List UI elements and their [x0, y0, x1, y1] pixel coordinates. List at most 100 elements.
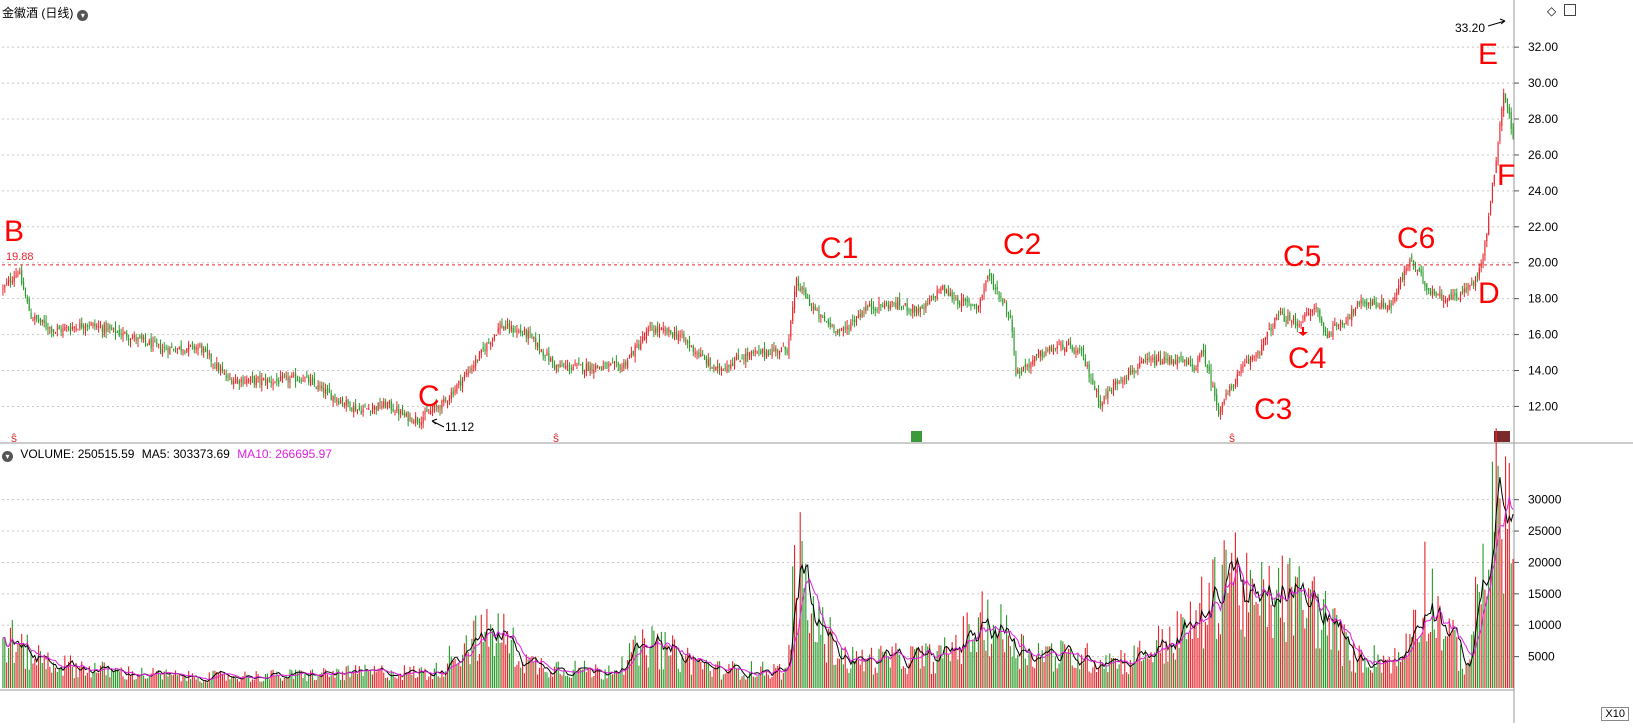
- volume-bar: [315, 680, 317, 688]
- candle-body: [1047, 349, 1049, 351]
- volume-bar: [737, 667, 739, 688]
- candle-body: [649, 326, 651, 328]
- candle-body: [171, 346, 173, 348]
- volume-bar: [555, 662, 557, 688]
- volume-bar: [570, 677, 572, 688]
- volume-bar: [62, 675, 64, 688]
- candle-body: [1354, 307, 1357, 313]
- volume-bar: [116, 669, 118, 688]
- candle-body: [895, 302, 897, 308]
- candle-body: [24, 291, 27, 296]
- candle-body: [1069, 341, 1071, 345]
- candle-body: [777, 350, 779, 353]
- candle-body: [1005, 303, 1008, 312]
- volume-bar: [531, 655, 533, 688]
- candle-body: [280, 376, 282, 382]
- candle-body: [146, 343, 148, 346]
- candle-body: [1064, 348, 1066, 352]
- volume-bar: [1287, 563, 1289, 688]
- volume-bar: [983, 640, 985, 688]
- volume-bar: [970, 651, 972, 688]
- volume-bar: [840, 647, 843, 688]
- candle-body: [287, 376, 289, 383]
- candle-body: [81, 323, 83, 328]
- volume-bar: [1139, 640, 1141, 688]
- volume-bar: [159, 673, 162, 688]
- event-icon: ŝ: [553, 431, 559, 445]
- candle-body: [482, 347, 484, 350]
- candle-body: [150, 338, 152, 349]
- candle-body: [84, 326, 87, 330]
- volume-bar: [66, 665, 68, 688]
- candle-body: [1116, 380, 1118, 385]
- volume-bar: [49, 666, 51, 688]
- volume-bar: [696, 660, 698, 688]
- volume-bar: [24, 668, 27, 688]
- volume-bar: [295, 669, 297, 688]
- volume-bar: [1411, 637, 1413, 688]
- candle-body: [1351, 308, 1353, 321]
- candle-body: [1341, 321, 1343, 325]
- volume-bar: [810, 613, 813, 688]
- candle-body: [495, 334, 497, 336]
- volume-bar: [690, 674, 692, 688]
- candle-body: [1508, 106, 1510, 114]
- candle-body: [1247, 359, 1250, 364]
- volume-bar: [752, 676, 754, 688]
- candle-body: [799, 288, 801, 291]
- candle-body: [349, 401, 351, 410]
- candle-body: [1129, 368, 1131, 375]
- candle-body: [985, 280, 987, 288]
- candle-body: [696, 352, 698, 354]
- candle-body: [535, 337, 537, 347]
- volume-bar: [84, 675, 87, 688]
- volume-bar: [658, 669, 661, 688]
- candle-body: [835, 331, 837, 333]
- candle-body: [891, 301, 893, 304]
- marker-c3: C3: [1254, 393, 1292, 426]
- candle-body: [930, 296, 933, 298]
- volume-bar: [276, 671, 278, 688]
- chevron-down-icon[interactable]: ▾: [77, 10, 89, 21]
- candle-body: [561, 365, 563, 367]
- candle-body: [1371, 300, 1373, 306]
- chevron-down-icon[interactable]: ▾: [2, 451, 13, 462]
- candle-body: [1097, 391, 1100, 402]
- volume-bar: [41, 662, 43, 688]
- volume-bar: [651, 626, 653, 688]
- candle-body: [298, 380, 300, 382]
- candle-body: [1293, 318, 1295, 320]
- volume-bar: [885, 652, 888, 688]
- candle-body: [270, 381, 272, 384]
- candle-body: [426, 409, 428, 412]
- volume-bar: [13, 662, 15, 688]
- candle-body: [360, 410, 362, 414]
- volume-bar: [1234, 532, 1236, 688]
- volume-bar: [748, 672, 751, 688]
- volume-bar: [632, 639, 634, 688]
- volume-bar: [426, 679, 428, 688]
- volume-bar: [899, 654, 901, 688]
- volume-bar: [1090, 673, 1092, 688]
- price-tick-label: 22.00: [1528, 220, 1558, 234]
- candle-body: [411, 418, 413, 423]
- volume-bar: [809, 633, 811, 688]
- candle-body: [1274, 317, 1276, 328]
- candle-body: [1109, 389, 1111, 391]
- diamond-icon[interactable]: ◇: [1547, 4, 1557, 18]
- panel-toggle-icon[interactable]: [1563, 4, 1576, 16]
- volume-bar: [987, 599, 989, 688]
- volume-bar: [184, 676, 186, 688]
- candle-body: [373, 405, 375, 410]
- volume-bar: [1308, 588, 1310, 688]
- candle-body: [587, 362, 589, 372]
- volume-bar: [1120, 649, 1122, 688]
- volume-bar: [1174, 659, 1176, 688]
- volume-bar: [1114, 658, 1116, 688]
- volume-bar: [1236, 557, 1238, 688]
- candle-body: [499, 324, 501, 330]
- candle-body: [227, 376, 229, 378]
- volume-bar: [1326, 635, 1328, 688]
- candle-body: [83, 325, 85, 329]
- candle-body: [398, 408, 400, 415]
